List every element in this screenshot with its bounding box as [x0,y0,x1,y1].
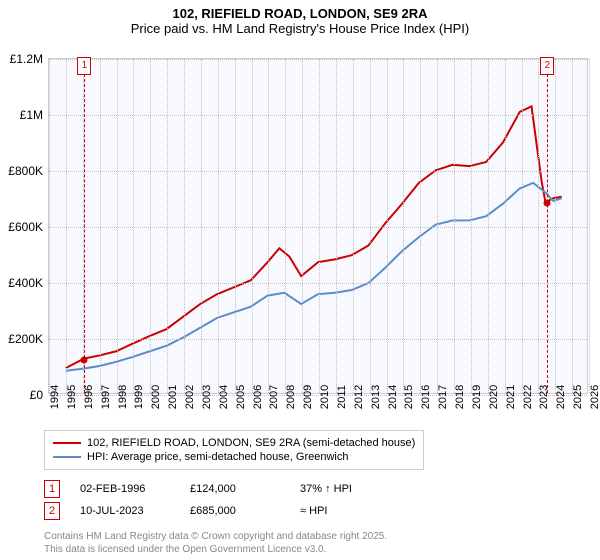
x-tick-label: 2017 [437,385,449,409]
x-tick-label: 2015 [403,385,415,409]
x-tick-label: 1995 [66,385,78,409]
x-tick-label: 2008 [285,385,297,409]
x-tick-label: 2022 [522,385,534,409]
x-tick-label: 2000 [150,385,162,409]
footer-line1: Contains HM Land Registry data © Crown c… [44,530,387,543]
x-tick-label: 2014 [387,385,399,409]
x-tick-label: 2003 [201,385,213,409]
title-subtitle: Price paid vs. HM Land Registry's House … [0,21,600,36]
x-tick-label: 2024 [555,385,567,409]
y-tick-label: £1.2M [10,52,43,66]
sale-point [544,200,551,207]
event-date: 10-JUL-2023 [80,505,170,517]
event-price: £124,000 [190,483,280,495]
event-price: £685,000 [190,505,280,517]
event-delta: ≈ HPI [300,505,390,517]
legend-swatch-red [53,442,81,444]
event-row: 2 10-JUL-2023 £685,000 ≈ HPI [44,502,390,520]
x-tick-label: 2020 [488,385,500,409]
sale-point [81,357,88,364]
x-tick-label: 2010 [319,385,331,409]
event-marker-box: 1 [44,480,60,498]
title-block: 102, RIEFIELD ROAD, LONDON, SE9 2RA Pric… [0,0,600,36]
legend-item: HPI: Average price, semi-detached house,… [53,451,415,463]
x-tick-label: 2011 [336,385,348,409]
x-tick-label: 2005 [235,385,247,409]
x-tick-label: 1994 [49,385,61,409]
x-tick-label: 2012 [353,385,365,409]
legend-item: 102, RIEFIELD ROAD, LONDON, SE9 2RA (sem… [53,437,415,449]
x-tick-label: 2013 [370,385,382,409]
chart-lines [49,59,587,393]
x-tick-label: 1998 [117,385,129,409]
title-address: 102, RIEFIELD ROAD, LONDON, SE9 2RA [0,6,600,21]
plot-area: £0£200K£400K£600K£800K£1M£1.2M1994199519… [48,58,588,394]
x-tick-label: 2002 [184,385,196,409]
sale-marker-box: 2 [540,57,554,75]
legend-swatch-blue [53,456,81,458]
event-date: 02-FEB-1996 [80,483,170,495]
y-tick-label: £0 [30,388,43,402]
x-tick-label: 2019 [471,385,483,409]
x-tick-label: 1999 [133,385,145,409]
event-row: 1 02-FEB-1996 £124,000 37% ↑ HPI [44,480,390,498]
x-tick-label: 2025 [572,385,584,409]
x-tick-label: 2016 [420,385,432,409]
x-tick-label: 2001 [167,385,179,409]
legend-label: HPI: Average price, semi-detached house,… [87,451,349,463]
y-tick-label: £800K [8,164,43,178]
events-table: 1 02-FEB-1996 £124,000 37% ↑ HPI 2 10-JU… [44,476,390,524]
y-tick-label: £400K [8,276,43,290]
x-tick-label: 2009 [302,385,314,409]
legend: 102, RIEFIELD ROAD, LONDON, SE9 2RA (sem… [44,430,424,470]
footer-line2: This data is licensed under the Open Gov… [44,543,387,556]
event-marker-box: 2 [44,502,60,520]
x-tick-label: 2026 [589,385,600,409]
y-tick-label: £600K [8,220,43,234]
sale-marker-box: 1 [77,57,91,75]
x-tick-label: 2006 [252,385,264,409]
y-tick-label: £200K [8,332,43,346]
legend-label: 102, RIEFIELD ROAD, LONDON, SE9 2RA (sem… [87,437,415,449]
x-tick-label: 2023 [538,385,550,409]
chart: £0£200K£400K£600K£800K£1M£1.2M1994199519… [48,58,588,394]
x-tick-label: 2007 [268,385,280,409]
x-tick-label: 1997 [100,385,112,409]
footer: Contains HM Land Registry data © Crown c… [44,530,387,556]
event-delta: 37% ↑ HPI [300,483,390,495]
x-tick-label: 2021 [505,385,517,409]
y-tick-label: £1M [20,108,43,122]
x-tick-label: 2004 [218,385,230,409]
x-tick-label: 2018 [454,385,466,409]
